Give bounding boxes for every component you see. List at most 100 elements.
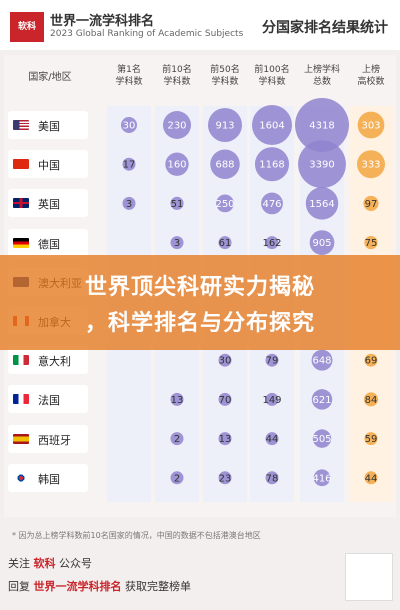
country-row-label: 韩国	[8, 463, 88, 492]
column-header-line2: 学科数	[211, 77, 239, 87]
bubble	[305, 187, 339, 220]
country-row-label: 中国	[8, 150, 88, 179]
shanghairanking-logo: 软科	[10, 12, 44, 42]
bubble	[122, 157, 136, 171]
bubble-value-label: 30	[123, 121, 136, 132]
bubble-value-label: 51	[171, 199, 184, 210]
country-name: 意大利	[38, 355, 71, 369]
bubble	[218, 392, 232, 406]
bubble	[210, 149, 240, 179]
bubble	[121, 117, 137, 133]
bubble-value-label: 78	[266, 473, 279, 484]
bubble	[218, 471, 232, 485]
bubble-value-label: 416	[312, 473, 331, 484]
bubble-value-label: 3	[174, 238, 180, 249]
bubble-value-label: 59	[365, 434, 378, 445]
bubble-value-label: 13	[219, 434, 232, 445]
bubble-value-label: 84	[365, 395, 378, 406]
country-row-label: 意大利	[8, 346, 88, 375]
bubble	[265, 432, 279, 446]
fr-flag-icon	[13, 394, 29, 405]
column-header-line1: 上榜学科	[303, 65, 340, 75]
bubble-value-label: 69	[365, 356, 378, 367]
bubble	[313, 469, 331, 487]
cn-flag-icon	[13, 159, 29, 170]
bubble	[265, 471, 279, 485]
bubble	[364, 432, 378, 446]
bubble-value-label: 476	[262, 199, 281, 210]
bubble-value-label: 688	[215, 160, 234, 171]
country-column-header: 国家/地区	[28, 72, 72, 83]
bubble-value-label: 149	[262, 395, 281, 406]
country-row-label: 美国	[8, 111, 88, 139]
headline-line-1: 世界顶尖科研实力揭秘	[84, 275, 315, 300]
column-header-line1: 前50名	[210, 65, 240, 75]
bubble-value-label: 621	[312, 395, 331, 406]
bubble	[216, 194, 234, 213]
column-header-line2: 总数	[312, 77, 331, 87]
bubble	[357, 111, 385, 139]
bubble-value-label: 1564	[309, 199, 334, 210]
bubble	[170, 392, 184, 406]
bubble	[170, 432, 184, 446]
column-header-line2: 高校数	[357, 77, 385, 87]
footer-reply: 回复 世界一流学科排名 获取完整榜单	[8, 578, 191, 594]
country-name: 韩国	[38, 472, 60, 486]
bubble	[170, 236, 184, 250]
bubble-value-label: 162	[262, 238, 281, 249]
bubble-value-label: 913	[215, 121, 234, 132]
bubble	[265, 353, 279, 367]
bubble-value-label: 230	[167, 121, 186, 132]
bubble-value-label: 1604	[259, 121, 284, 132]
column-header-line2: 学科数	[163, 77, 191, 87]
bubble	[252, 105, 292, 145]
bubble-value-label: 1168	[259, 160, 284, 171]
column-header-6: 上榜 高校数	[348, 64, 394, 88]
brand-title: 世界一流学科排名	[50, 14, 155, 29]
footer-reply-post: 获取完整榜单	[121, 580, 191, 593]
headline-line-2: ，科学排名与分布探究	[84, 311, 315, 336]
bubble	[218, 432, 232, 446]
bubble-value-label: 75	[365, 238, 378, 249]
column-header-2: 前10名学科数	[154, 64, 200, 88]
bubble	[364, 353, 378, 367]
header: 软科 世界一流学科排名 2023 Global Ranking of Acade…	[0, 0, 400, 50]
bubble-value-label: 13	[171, 395, 184, 406]
country-name: 英国	[38, 198, 60, 212]
bubble-value-label: 905	[312, 238, 331, 249]
brand-subtitle: 2023 Global Ranking of Academic Subjects	[50, 29, 244, 39]
qr-code-icon	[345, 553, 393, 601]
column-header-line1: 上榜	[361, 65, 380, 75]
bubble	[163, 111, 191, 139]
uk-flag-icon	[13, 198, 29, 209]
bubble-value-label: 44	[365, 473, 378, 484]
bubble-value-label: 30	[219, 356, 232, 367]
bubble	[363, 195, 379, 211]
country-name: 中国	[38, 159, 60, 173]
bubble	[311, 389, 333, 410]
country-name: 西班牙	[38, 433, 71, 447]
bubble	[364, 471, 378, 485]
bubble	[218, 353, 232, 367]
footer-follow: 关注 软科 公众号	[8, 555, 92, 571]
bubble	[311, 349, 333, 371]
column-header-3: 前50名学科数	[202, 64, 248, 88]
bubble	[165, 152, 189, 176]
bubble-value-label: 160	[167, 160, 186, 171]
country-name: 法国	[38, 394, 60, 408]
column-header-line2: 学科数	[115, 77, 143, 87]
headline-overlay: 世界顶尖科研实力揭秘 ，科学排名与分布探究	[0, 255, 400, 350]
footer-follow-pre: 关注	[8, 557, 34, 570]
it-flag-icon	[13, 355, 29, 366]
column-header-line1: 前10名	[162, 65, 192, 75]
bubble-value-label: 333	[361, 160, 380, 171]
country-name: 德国	[38, 237, 60, 251]
bubble	[309, 230, 335, 255]
bubble-value-label: 4318	[309, 121, 334, 132]
column-header-line2: 学科数	[258, 77, 286, 87]
bubble	[312, 429, 332, 448]
bubble-value-label: 79	[266, 356, 279, 367]
bubble	[170, 196, 184, 210]
bubble-value-label: 44	[266, 434, 279, 445]
bubble-value-label: 2	[174, 473, 180, 484]
